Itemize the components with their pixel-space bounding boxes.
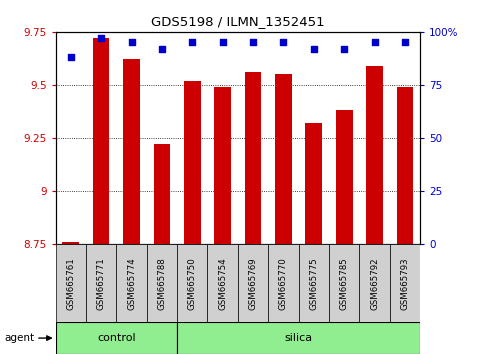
Bar <box>298 244 329 322</box>
Bar <box>154 144 170 244</box>
Bar <box>86 244 116 322</box>
Point <box>371 40 379 45</box>
Bar <box>336 110 353 244</box>
Bar <box>56 244 86 322</box>
Text: GSM665754: GSM665754 <box>218 257 227 310</box>
Bar <box>305 123 322 244</box>
Point <box>249 40 257 45</box>
Text: control: control <box>97 333 136 343</box>
Bar <box>123 59 140 244</box>
Bar <box>268 244 298 322</box>
Point <box>188 40 196 45</box>
Text: GSM665770: GSM665770 <box>279 257 288 310</box>
Point <box>97 35 105 41</box>
Bar <box>390 244 420 322</box>
Point <box>401 40 409 45</box>
Text: silica: silica <box>284 333 313 343</box>
Text: GSM665788: GSM665788 <box>157 257 167 310</box>
Text: GSM665750: GSM665750 <box>188 257 197 310</box>
Bar <box>62 242 79 244</box>
Bar <box>245 72 261 244</box>
Bar <box>366 66 383 244</box>
Text: GSM665792: GSM665792 <box>370 257 379 309</box>
Point <box>67 55 74 60</box>
Point <box>128 40 135 45</box>
Point <box>219 40 227 45</box>
Point <box>158 46 166 52</box>
Text: GSM665775: GSM665775 <box>309 257 318 310</box>
Bar <box>116 244 147 322</box>
Bar <box>177 322 420 354</box>
Point <box>280 40 287 45</box>
Bar <box>184 81 200 244</box>
Text: GSM665771: GSM665771 <box>97 257 106 310</box>
Bar <box>208 244 238 322</box>
Text: GSM665785: GSM665785 <box>340 257 349 310</box>
Bar <box>56 322 177 354</box>
Point <box>341 46 348 52</box>
Bar <box>359 244 390 322</box>
Text: GSM665761: GSM665761 <box>66 257 75 310</box>
Bar <box>397 87 413 244</box>
Bar <box>238 244 268 322</box>
Point <box>310 46 318 52</box>
Bar <box>93 38 110 244</box>
Text: agent: agent <box>5 333 35 343</box>
Bar <box>329 244 359 322</box>
Text: GSM665769: GSM665769 <box>249 257 257 309</box>
Bar <box>275 74 292 244</box>
Bar <box>147 244 177 322</box>
Title: GDS5198 / ILMN_1352451: GDS5198 / ILMN_1352451 <box>151 15 325 28</box>
Bar <box>214 87 231 244</box>
Text: GSM665793: GSM665793 <box>400 257 410 309</box>
Bar <box>177 244 208 322</box>
Text: GSM665774: GSM665774 <box>127 257 136 310</box>
